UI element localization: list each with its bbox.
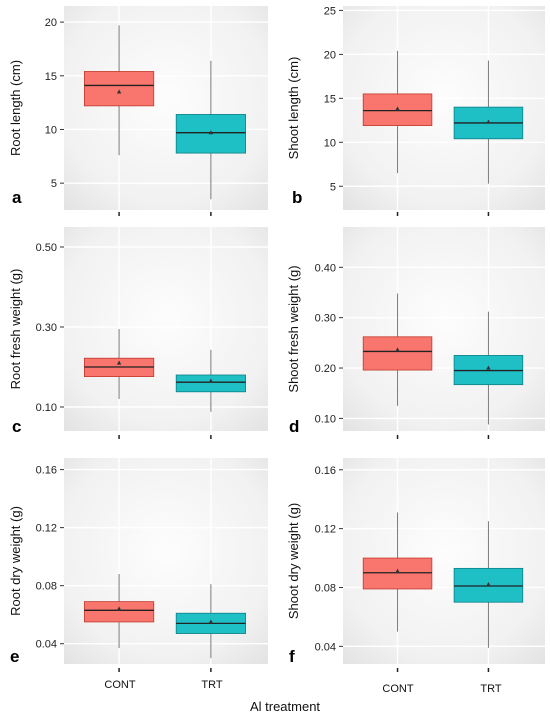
panel-b: 5 10 15 20 25 Shoot length (cm) b (286, 5, 545, 216)
box-cont (84, 601, 155, 623)
y-axis-label: Root dry weight (g) (8, 506, 23, 616)
y-tick-label: 0.08 (315, 582, 336, 594)
y-tick-label: 0.50 (36, 242, 57, 254)
panel-d: 0.10 0.20 0.30 0.40 Shoot fresh weight (g) d (286, 227, 545, 439)
panel-background (343, 227, 545, 431)
y-axis-label: Root fresh weight (g) (8, 269, 23, 390)
y-tick-label: 20 (324, 49, 336, 61)
y-tick-label: 20 (45, 17, 57, 29)
panel-letter: b (292, 188, 302, 207)
panel-background (64, 227, 268, 431)
y-tick-label: 0.12 (315, 524, 336, 536)
mean-marker (395, 106, 400, 111)
y-tick-label: 0.30 (36, 322, 57, 334)
mean-marker (486, 119, 491, 124)
x-category-right-trt: TRT (480, 683, 501, 695)
y-tick-label: 0.12 (36, 523, 57, 535)
x-category-left-cont: CONT (104, 679, 135, 691)
y-tick-label: 0.10 (315, 413, 336, 425)
box-cont (84, 71, 155, 107)
box-trt (175, 374, 246, 393)
y-axis-label: Shoot dry weight (g) (286, 503, 301, 619)
mean-marker (395, 347, 400, 352)
y-tick-label: 15 (324, 93, 336, 105)
panel-background (64, 6, 268, 210)
box-cont (362, 557, 433, 590)
panel-f: 0.04 0.08 0.12 0.16 Shoot dry weight (g) f (286, 458, 545, 672)
panel-letter: f (289, 647, 295, 666)
x-category-left-trt: TRT (201, 679, 222, 691)
y-tick-label: 0.40 (315, 262, 336, 274)
mean-marker (208, 619, 214, 624)
x-axis-title: Al treatment (250, 699, 320, 714)
y-tick-label: 0.08 (36, 581, 57, 593)
panel-c: 0.10 0.30 0.50 Root fresh weight (g) c (8, 227, 268, 439)
y-tick-label: 10 (45, 124, 57, 136)
y-tick-label: 5 (51, 178, 57, 190)
y-tick-label: 0.10 (36, 402, 57, 414)
mean-marker (208, 130, 214, 135)
y-tick-label: 5 (330, 181, 336, 193)
y-tick-label: 15 (45, 71, 57, 83)
mean-marker (208, 378, 214, 383)
mean-marker (116, 360, 122, 365)
y-tick-label: 0.20 (315, 363, 336, 375)
mean-marker (116, 606, 122, 611)
x-category-right-cont: CONT (382, 683, 413, 695)
mean-marker (486, 582, 491, 587)
y-tick-label: 10 (324, 137, 336, 149)
y-tick-label: 0.16 (36, 465, 57, 477)
panel-letter: c (12, 417, 21, 436)
mean-marker (116, 89, 122, 94)
y-tick-label: 0.30 (315, 313, 336, 325)
panel-e: 0.04 0.08 0.12 0.16 Root dry weight (g) e (8, 458, 268, 672)
y-tick-label: 0.16 (315, 465, 336, 477)
y-tick-label: 0.04 (315, 641, 336, 653)
y-tick-label: 25 (324, 5, 336, 17)
y-tick-label: 0.04 (36, 639, 57, 651)
panel-letter: e (10, 647, 19, 666)
mean-marker (395, 568, 400, 573)
panel-letter: a (12, 188, 22, 207)
y-axis-label: Root length (cm) (8, 60, 23, 156)
box-cont (362, 336, 433, 371)
panel-letter: d (289, 417, 299, 436)
y-axis-label: Shoot length (cm) (286, 57, 301, 160)
panel-a: 5 10 15 20 Root length (cm) a (8, 6, 268, 216)
y-axis-label: Shoot fresh weight (g) (286, 265, 301, 392)
mean-marker (486, 365, 491, 370)
